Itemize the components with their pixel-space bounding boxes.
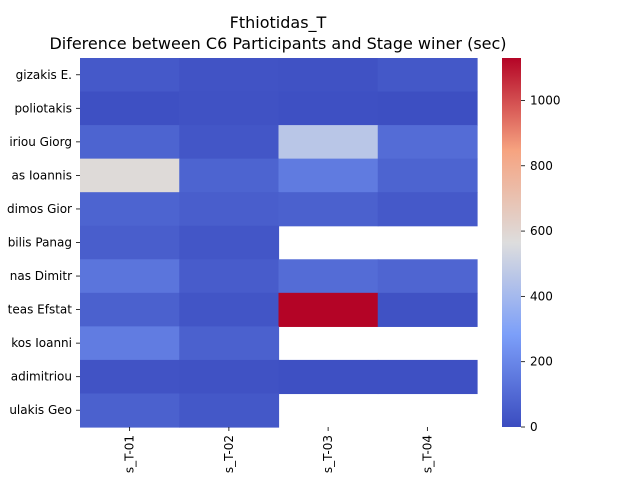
y-tick-label: kos Ioanni	[11, 336, 72, 350]
heatmap-cell	[377, 359, 478, 395]
y-tick-label: poliotakis	[14, 101, 72, 115]
heatmap-cell	[377, 158, 478, 193]
heatmap-cell	[80, 91, 180, 126]
heatmap-cell	[179, 292, 280, 327]
heatmap-cell	[377, 259, 478, 294]
heatmap-cell	[179, 259, 280, 294]
heatmap-cell	[179, 192, 280, 227]
y-tick-label: dimos Gior	[7, 202, 72, 216]
heatmap-cell	[179, 158, 280, 193]
colorbar-tick-label: 0	[530, 420, 538, 434]
heatmap-cell	[278, 158, 379, 193]
y-tick-label: gizakis E.	[16, 68, 72, 82]
heatmap-cell	[179, 326, 280, 361]
chart-title: Fthiotidas_T	[230, 13, 327, 33]
x-axis: s_T-01 s_T-02 s_T-03 s_T-04	[123, 427, 434, 473]
heatmap-cell	[179, 91, 280, 126]
heatmap-cell	[80, 158, 180, 193]
heatmap-cell	[377, 292, 478, 327]
y-tick-label: as Ioannis	[12, 168, 72, 182]
y-tick-label: nas Dimitr	[10, 269, 72, 283]
heatmap-cell	[278, 91, 379, 126]
heatmap-cell	[278, 259, 379, 294]
colorbar-axis: 0 200 400 600 800 1000	[521, 93, 561, 434]
heatmap-cell	[278, 125, 379, 160]
colorbar-tick-label: 400	[530, 289, 553, 303]
heatmap-cell	[80, 393, 180, 428]
y-tick-label: teas Efstat	[8, 303, 73, 317]
heatmap-cell	[278, 192, 379, 227]
x-tick-label: s_T-01	[123, 435, 137, 473]
heatmap-cell	[377, 91, 478, 126]
heatmap-cell	[278, 58, 379, 93]
heatmap-cells	[80, 58, 478, 428]
heatmap-cell	[80, 192, 180, 227]
y-tick-label: ulakis Geo	[9, 403, 72, 417]
colorbar	[502, 58, 521, 427]
heatmap-cell	[80, 225, 180, 260]
heatmap-cell	[377, 192, 478, 227]
heatmap-cell	[179, 393, 280, 428]
colorbar-tick-label: 800	[530, 159, 553, 173]
y-tick-label: iriou Giorg	[9, 135, 72, 149]
heatmap-cell	[179, 225, 280, 260]
heatmap-cell	[80, 58, 180, 93]
heatmap-cell	[80, 125, 180, 160]
colorbar-tick-label: 200	[530, 355, 553, 369]
x-tick-label: s_T-03	[321, 435, 335, 473]
y-tick-label: adimitriou	[11, 370, 72, 384]
heatmap-cell	[278, 359, 379, 395]
heatmap-cell	[80, 292, 180, 327]
heatmap-cell	[179, 359, 280, 395]
heatmap-cell	[80, 359, 180, 395]
y-tick-label: bilis Panag	[8, 236, 72, 250]
chart-subtitle: Diference between C6 Participants and St…	[49, 34, 506, 53]
heatmap-cell	[80, 259, 180, 294]
heatmap-cell	[179, 125, 280, 160]
colorbar-tick-label: 600	[530, 224, 553, 238]
heatmap-cell	[80, 326, 180, 361]
heatmap-cell	[278, 292, 379, 327]
colorbar-tick-label: 1000	[530, 93, 561, 107]
heatmap-cell	[377, 125, 478, 160]
x-tick-label: s_T-04	[420, 435, 434, 473]
y-axis: gizakis E. poliotakis iriou Giorg as Ioanni…	[7, 68, 80, 417]
heatmap-cell	[377, 58, 478, 93]
heatmap-cell	[179, 58, 280, 93]
x-tick-label: s_T-02	[222, 435, 236, 473]
